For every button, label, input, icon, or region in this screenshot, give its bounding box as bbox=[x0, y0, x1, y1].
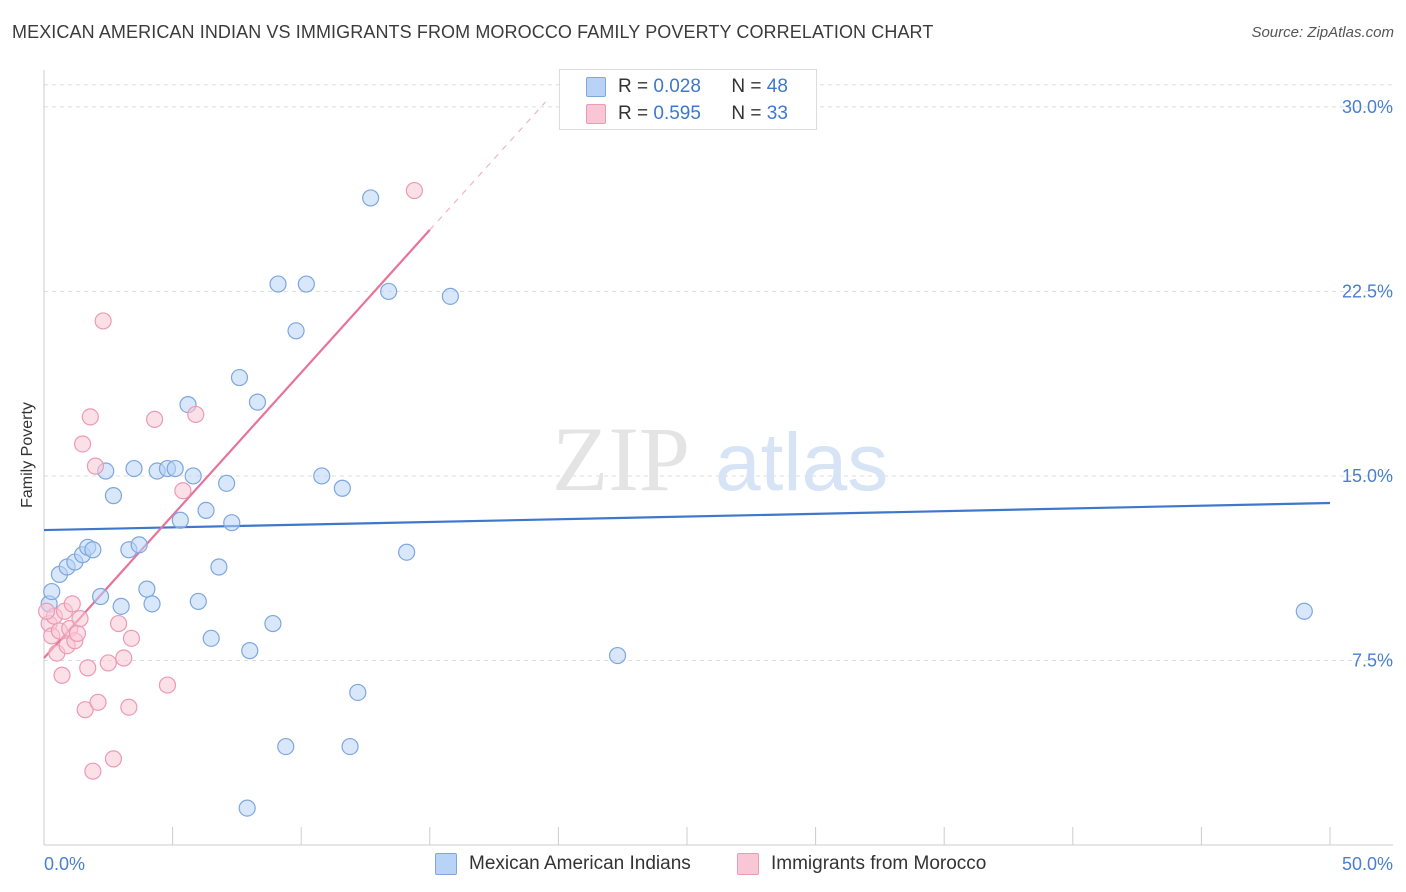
point-immigrants-from-morocco bbox=[109, 614, 128, 633]
trend-lines bbox=[43, 101, 1331, 659]
point-mexican-american-indians bbox=[313, 467, 331, 485]
point-mexican-american-indians bbox=[104, 487, 123, 505]
point-mexican-american-indians bbox=[333, 479, 351, 497]
y-tick-label: 7.5% bbox=[1352, 650, 1393, 670]
point-mexican-american-indians bbox=[171, 511, 189, 529]
point-immigrants-from-morocco bbox=[89, 693, 107, 711]
legend-n-value: 48 bbox=[766, 76, 788, 97]
point-immigrants-from-morocco bbox=[84, 762, 102, 780]
point-immigrants-from-morocco bbox=[187, 405, 205, 424]
point-mexican-american-indians bbox=[130, 536, 148, 554]
point-immigrants-from-morocco bbox=[76, 701, 94, 719]
point-immigrants-from-morocco bbox=[104, 750, 123, 768]
point-mexican-american-indians bbox=[223, 514, 241, 532]
point-immigrants-from-morocco bbox=[122, 629, 141, 647]
point-mexican-american-indians bbox=[210, 558, 228, 576]
point-mexican-american-indians bbox=[184, 467, 202, 485]
trend-line-blue bbox=[43, 501, 1331, 532]
point-mexican-american-indians bbox=[341, 737, 359, 756]
y-tick-label: 15.0% bbox=[1342, 466, 1393, 486]
point-immigrants-from-morocco bbox=[63, 595, 81, 613]
watermark-zip: ZIP bbox=[552, 408, 690, 510]
point-mexican-american-indians bbox=[202, 629, 220, 647]
point-immigrants-from-morocco bbox=[71, 610, 89, 628]
point-immigrants-from-morocco bbox=[174, 482, 192, 500]
chart-title: MEXICAN AMERICAN INDIAN VS IMMIGRANTS FR… bbox=[12, 22, 934, 42]
legend-swatch-blue bbox=[586, 77, 606, 97]
point-mexican-american-indians bbox=[189, 592, 207, 611]
point-immigrants-from-morocco bbox=[68, 624, 87, 643]
point-mexican-american-indians bbox=[138, 580, 156, 598]
legend-r-label: R = bbox=[618, 76, 649, 97]
legend-swatch-pink bbox=[586, 104, 606, 124]
series-name-pink: Immigrants from Morocco bbox=[771, 853, 987, 874]
data-points bbox=[37, 181, 1313, 817]
point-mexican-american-indians bbox=[287, 322, 305, 340]
point-mexican-american-indians bbox=[230, 368, 249, 387]
point-immigrants-from-morocco bbox=[79, 659, 97, 677]
tick-labels: 7.5% 15.0% 22.5% 30.0% 0.0% 50.0% bbox=[44, 97, 1393, 874]
series-legend-blue: Mexican American Indians bbox=[435, 852, 691, 876]
point-mexican-american-indians bbox=[112, 597, 130, 615]
point-mexican-american-indians bbox=[608, 646, 627, 665]
point-immigrants-from-morocco bbox=[94, 312, 112, 330]
point-mexican-american-indians bbox=[125, 459, 143, 478]
point-immigrants-from-morocco bbox=[99, 654, 117, 672]
trend-line-pink-extension bbox=[429, 101, 546, 231]
point-immigrants-from-morocco bbox=[81, 408, 99, 426]
point-immigrants-from-morocco bbox=[86, 457, 105, 475]
point-mexican-american-indians bbox=[197, 501, 215, 519]
axes bbox=[43, 70, 1393, 846]
point-mexican-american-indians bbox=[349, 683, 367, 702]
y-tick-label: 30.0% bbox=[1342, 97, 1393, 117]
point-immigrants-from-morocco bbox=[145, 410, 164, 428]
point-immigrants-from-morocco bbox=[120, 698, 138, 716]
point-mexican-american-indians bbox=[277, 737, 295, 756]
series-name-blue: Mexican American Indians bbox=[469, 853, 691, 874]
point-mexican-american-indians bbox=[362, 189, 380, 207]
point-mexican-american-indians bbox=[398, 543, 416, 561]
series-swatch-blue bbox=[435, 853, 457, 875]
point-mexican-american-indians bbox=[43, 582, 61, 601]
legend-n-value: 33 bbox=[766, 103, 788, 124]
legend-row-pink: R = 0.595 N = 33 bbox=[586, 101, 788, 127]
legend-r-label: R = bbox=[618, 103, 649, 124]
series-legend-pink: Immigrants from Morocco bbox=[737, 852, 986, 876]
legend-n-label: N = bbox=[731, 103, 762, 124]
stats-legend: R = 0.028 N = 48 R = 0.595 N = 33 bbox=[559, 69, 817, 130]
point-mexican-american-indians bbox=[269, 275, 287, 293]
point-immigrants-from-morocco bbox=[405, 181, 423, 200]
point-mexican-american-indians bbox=[380, 282, 398, 301]
legend-n-label: N = bbox=[731, 76, 762, 97]
source-label: Source: ZipAtlas.com bbox=[1251, 24, 1394, 41]
point-mexican-american-indians bbox=[238, 799, 256, 817]
point-mexican-american-indians bbox=[297, 275, 315, 293]
point-mexican-american-indians bbox=[166, 459, 184, 478]
point-mexican-american-indians bbox=[241, 642, 259, 660]
point-immigrants-from-morocco bbox=[115, 649, 133, 667]
series-swatch-pink bbox=[737, 853, 759, 875]
watermark-atlas: atlas bbox=[715, 417, 888, 508]
point-mexican-american-indians bbox=[91, 587, 110, 606]
point-immigrants-from-morocco bbox=[53, 666, 71, 684]
legend-r-value: 0.028 bbox=[653, 76, 701, 97]
point-mexican-american-indians bbox=[218, 474, 236, 492]
point-immigrants-from-morocco bbox=[73, 435, 92, 453]
point-immigrants-from-morocco bbox=[37, 602, 56, 620]
legend-row-blue: R = 0.028 N = 48 bbox=[586, 74, 788, 100]
point-mexican-american-indians bbox=[84, 541, 102, 559]
y-tick-label: 22.5% bbox=[1342, 281, 1393, 301]
point-immigrants-from-morocco bbox=[158, 676, 177, 694]
trend-line-pink bbox=[43, 229, 431, 659]
point-mexican-american-indians bbox=[143, 595, 161, 613]
legend-r-value: 0.595 bbox=[653, 103, 701, 124]
x-tick-label-min: 0.0% bbox=[44, 854, 85, 874]
point-mexican-american-indians bbox=[441, 287, 459, 305]
watermark: ZIP atlas bbox=[552, 408, 888, 510]
point-mexican-american-indians bbox=[264, 614, 282, 633]
point-mexican-american-indians bbox=[248, 393, 267, 411]
point-mexican-american-indians bbox=[1295, 602, 1313, 620]
x-tick-label-max: 50.0% bbox=[1342, 854, 1393, 874]
